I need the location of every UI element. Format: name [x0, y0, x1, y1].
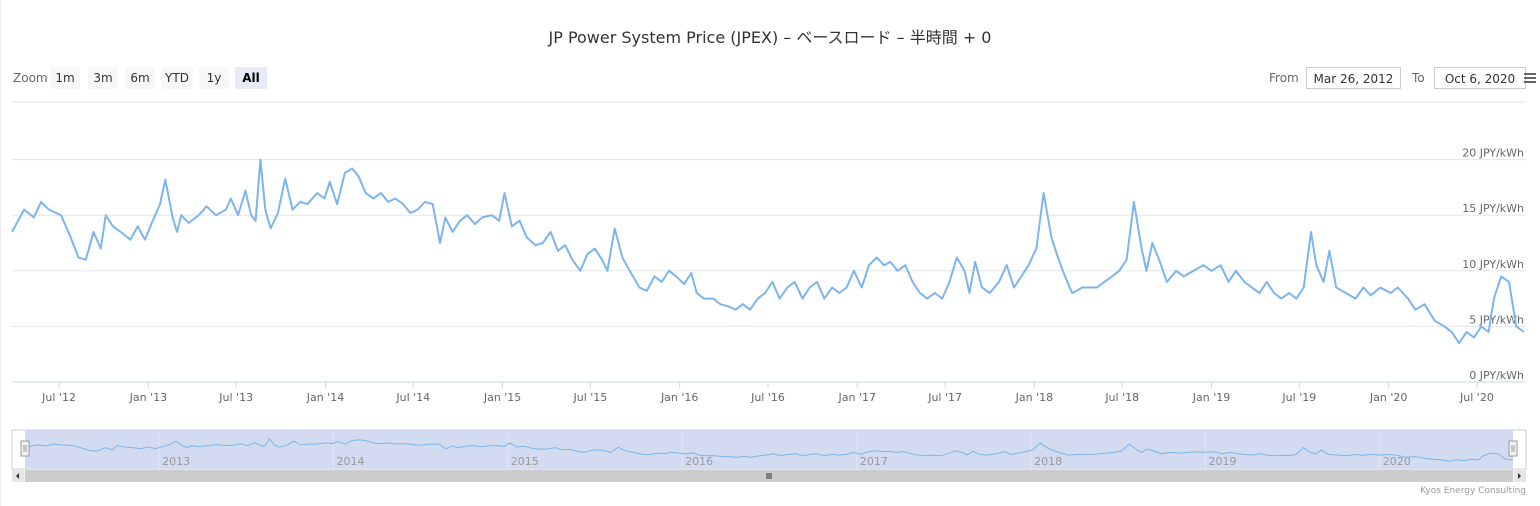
price-series — [11, 158, 1525, 345]
range-from-label: From — [1269, 71, 1299, 85]
zoom-all-button[interactable]: All — [235, 67, 267, 89]
arrow-left-icon — [16, 473, 19, 479]
navigator-label: 2016 — [685, 455, 713, 468]
x-tick-label: Jul '12 — [41, 391, 76, 404]
zoom-6m-button[interactable]: 6m — [125, 67, 155, 89]
x-tick-label: Jan '14 — [306, 391, 344, 404]
scroll-left-button[interactable] — [12, 470, 24, 482]
x-tick-label: Jan '15 — [483, 391, 521, 404]
navigator-label: 2019 — [1208, 455, 1236, 468]
x-tick-label: Jul '15 — [573, 391, 608, 404]
navigator-selection[interactable] — [25, 430, 1513, 469]
navigator-label: 2014 — [336, 455, 364, 468]
zoom-3m-button[interactable]: 3m — [88, 67, 118, 89]
range-to-label: To — [1412, 71, 1425, 85]
chart-title: JP Power System Price (JPEX) – ベースロード – … — [548, 28, 992, 47]
x-tick-label: Jan '19 — [1192, 391, 1230, 404]
range-to-input[interactable]: Oct 6, 2020 — [1434, 67, 1526, 89]
navigator-line — [24, 437, 1514, 462]
range-from-input[interactable]: Mar 26, 2012 — [1306, 67, 1401, 89]
scrollbar-grip-icon — [766, 473, 772, 479]
arrow-right-icon — [1518, 473, 1521, 479]
navigator-left-handle[interactable] — [20, 440, 30, 457]
x-axis: Jul '12 Jan '13 Jul '13 Jan '14 Jul '14 Jan '… — [41, 382, 1494, 404]
scroll-right-button[interactable] — [1514, 470, 1526, 482]
x-tick-label: Jan '20 — [1369, 391, 1407, 404]
y-tick-label: 5 JPY/kWh — [1469, 313, 1524, 326]
series-line — [11, 158, 1525, 345]
x-tick-label: Jan '17 — [838, 391, 876, 404]
y-axis-labels: 0 JPY/kWh 5 JPY/kWh 10 JPY/kWh 15 JPY/kWh 20… — [1462, 147, 1524, 382]
navigator-label: 2017 — [860, 455, 888, 468]
zoom-1m-button[interactable]: 1m — [50, 67, 80, 89]
x-tick-label: Jan '13 — [129, 391, 167, 404]
x-tick-label: Jul '13 — [218, 391, 253, 404]
y-tick-label: 10 JPY/kWh — [1462, 258, 1524, 271]
y-tick-label: 20 JPY/kWh — [1462, 147, 1524, 160]
x-tick-label: Jan '18 — [1015, 391, 1053, 404]
x-tick-label: Jul '18 — [1104, 391, 1139, 404]
navigator-right-handle[interactable] — [1508, 440, 1518, 457]
scrollbar[interactable] — [12, 470, 1526, 482]
x-tick-label: Jul '19 — [1281, 391, 1316, 404]
navigator-label: 2013 — [162, 455, 190, 468]
y-tick-label: 15 JPY/kWh — [1462, 202, 1524, 215]
zoom-ytd-button[interactable]: YTD — [161, 67, 193, 89]
navigator[interactable]: 2013 2014 2015 2016 2017 2018 2019 2020 — [11, 429, 1527, 470]
navigator-label: 2020 — [1383, 455, 1411, 468]
x-tick-label: Jan '16 — [660, 391, 698, 404]
x-tick-label: Jul '20 — [1459, 391, 1494, 404]
grid-lines — [12, 159, 1526, 383]
zoom-1y-button[interactable]: 1y — [199, 67, 229, 89]
navigator-label: 2018 — [1034, 455, 1062, 468]
navigator-series: 2013 2014 2015 2016 2017 2018 2019 2020 — [24, 430, 1514, 469]
x-tick-label: Jul '16 — [750, 391, 785, 404]
zoom-label: Zoom — [13, 71, 48, 85]
credit-link[interactable]: Kyos Energy Consulting — [1420, 486, 1526, 496]
y-tick-label: 0 JPY/kWh — [1469, 369, 1524, 382]
navigator-label: 2015 — [511, 455, 539, 468]
x-tick-label: Jul '17 — [927, 391, 962, 404]
chart-menu-icon[interactable] — [1520, 68, 1540, 88]
x-tick-label: Jul '14 — [395, 391, 430, 404]
